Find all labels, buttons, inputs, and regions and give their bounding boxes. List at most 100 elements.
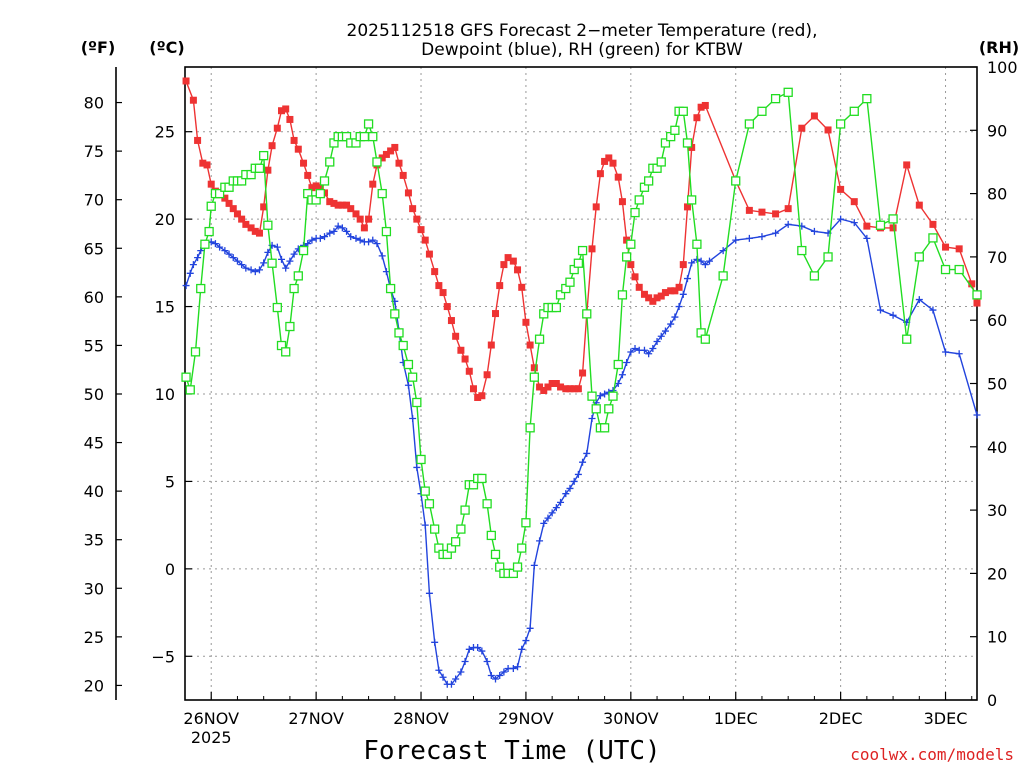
dewpoint-point <box>653 338 661 346</box>
rh-point <box>456 524 466 534</box>
rh-point <box>214 188 225 199</box>
series-layer <box>181 77 982 688</box>
temperature-point <box>889 224 897 232</box>
rh-point <box>670 125 680 135</box>
temperature-point <box>304 171 312 179</box>
temperature-point <box>207 180 215 188</box>
dewpoint-point <box>562 490 570 498</box>
rh-tick-label: 20 <box>987 564 1007 583</box>
dewpoint-point <box>321 233 329 241</box>
fahrenheit-tick-label: 50 <box>84 385 104 404</box>
series-dewpoint <box>182 215 981 688</box>
dewpoint-point <box>182 282 190 290</box>
dewpoint-point <box>929 306 937 314</box>
dewpoint-point <box>657 332 665 340</box>
temperature-point <box>631 273 639 281</box>
rh-tick-label: 0 <box>987 691 997 710</box>
rh-tick-label: 70 <box>987 248 1007 267</box>
dewpoint-point <box>548 509 556 517</box>
dewpoint-point <box>194 254 202 262</box>
dewpoint-line <box>185 218 978 685</box>
rh-point <box>682 138 693 148</box>
temperature-point <box>955 245 963 253</box>
rh-point <box>315 188 325 199</box>
temperature-point <box>566 385 574 393</box>
temperature-point <box>347 205 355 213</box>
dewpoint-point <box>566 484 574 492</box>
dewpoint-point <box>452 675 460 683</box>
dewpoint-point <box>431 638 439 646</box>
rh-point <box>416 454 426 465</box>
year-label: 2025 <box>191 728 232 747</box>
temperature-point <box>260 203 268 211</box>
dewpoint-point <box>618 371 626 379</box>
rh-point <box>293 271 303 281</box>
rh-point <box>486 530 496 541</box>
temperature-point <box>290 136 298 144</box>
rh-point <box>359 131 370 142</box>
rh-point <box>862 94 872 104</box>
chart-title-line-2: Dewpoint (blue), RH (green) for KTBW <box>421 40 743 60</box>
rh-tick-label: 40 <box>987 438 1007 457</box>
dewpoint-point <box>483 658 491 666</box>
dewpoint-point <box>326 229 334 237</box>
temperature-point <box>645 294 653 302</box>
rh-point <box>254 163 265 173</box>
dewpoint-point <box>583 449 591 457</box>
rh-point <box>644 176 654 186</box>
temperature-point <box>530 364 538 372</box>
temperature-point <box>233 210 241 218</box>
celsius-tick-label: 10 <box>155 385 175 404</box>
dewpoint-point <box>492 675 500 683</box>
rh-point <box>200 239 210 249</box>
temperature-point <box>693 114 701 122</box>
temperature-point <box>570 385 578 393</box>
dewpoint-point <box>465 645 473 653</box>
rh-point <box>285 321 295 332</box>
rh-point <box>534 334 545 344</box>
dewpoint-point <box>574 470 582 478</box>
dewpoint-point <box>661 327 669 335</box>
temperature-point <box>758 208 766 216</box>
rh-point <box>700 334 710 344</box>
dewpoint-point <box>518 645 526 653</box>
rh-point <box>770 94 781 104</box>
rh-point <box>551 302 561 313</box>
rh-point <box>587 391 597 401</box>
rh-point <box>403 359 414 370</box>
rh-point <box>263 220 273 230</box>
dewpoint-point <box>810 227 818 235</box>
dewpoint-point <box>627 348 635 356</box>
x-tick-label: 29NOV <box>498 709 554 728</box>
rh-point <box>482 499 492 509</box>
temperature-point <box>474 393 482 401</box>
dewpoint-point <box>404 381 412 389</box>
rh-point <box>319 176 330 186</box>
temperature-point <box>294 145 302 153</box>
temperature-point <box>536 383 544 391</box>
temperature-point <box>496 282 504 290</box>
temperature-point <box>504 254 512 262</box>
fahrenheit-tick-label: 25 <box>84 628 104 647</box>
temperature-point <box>409 205 417 213</box>
dewpoint-point <box>540 519 548 527</box>
dewpoint-point <box>330 227 338 235</box>
temperature-point <box>189 96 197 104</box>
rh-point <box>289 283 299 294</box>
temperature-point <box>509 257 517 265</box>
rh-point <box>940 264 951 275</box>
dewpoint-point <box>229 254 237 262</box>
x-tick-label: 30NOV <box>603 709 659 728</box>
temperature-point <box>810 112 818 120</box>
dewpoint-point <box>282 264 290 272</box>
rh-point <box>281 347 291 357</box>
temperature-point <box>308 184 316 192</box>
temperature-point <box>264 166 272 174</box>
rh-point <box>372 157 382 167</box>
rh-point <box>573 258 584 268</box>
temperature-point <box>413 215 421 223</box>
rh-point <box>613 359 623 370</box>
dewpoint-point <box>557 498 565 506</box>
rh-tick-label: 60 <box>987 311 1007 330</box>
temperature-point <box>618 198 626 206</box>
